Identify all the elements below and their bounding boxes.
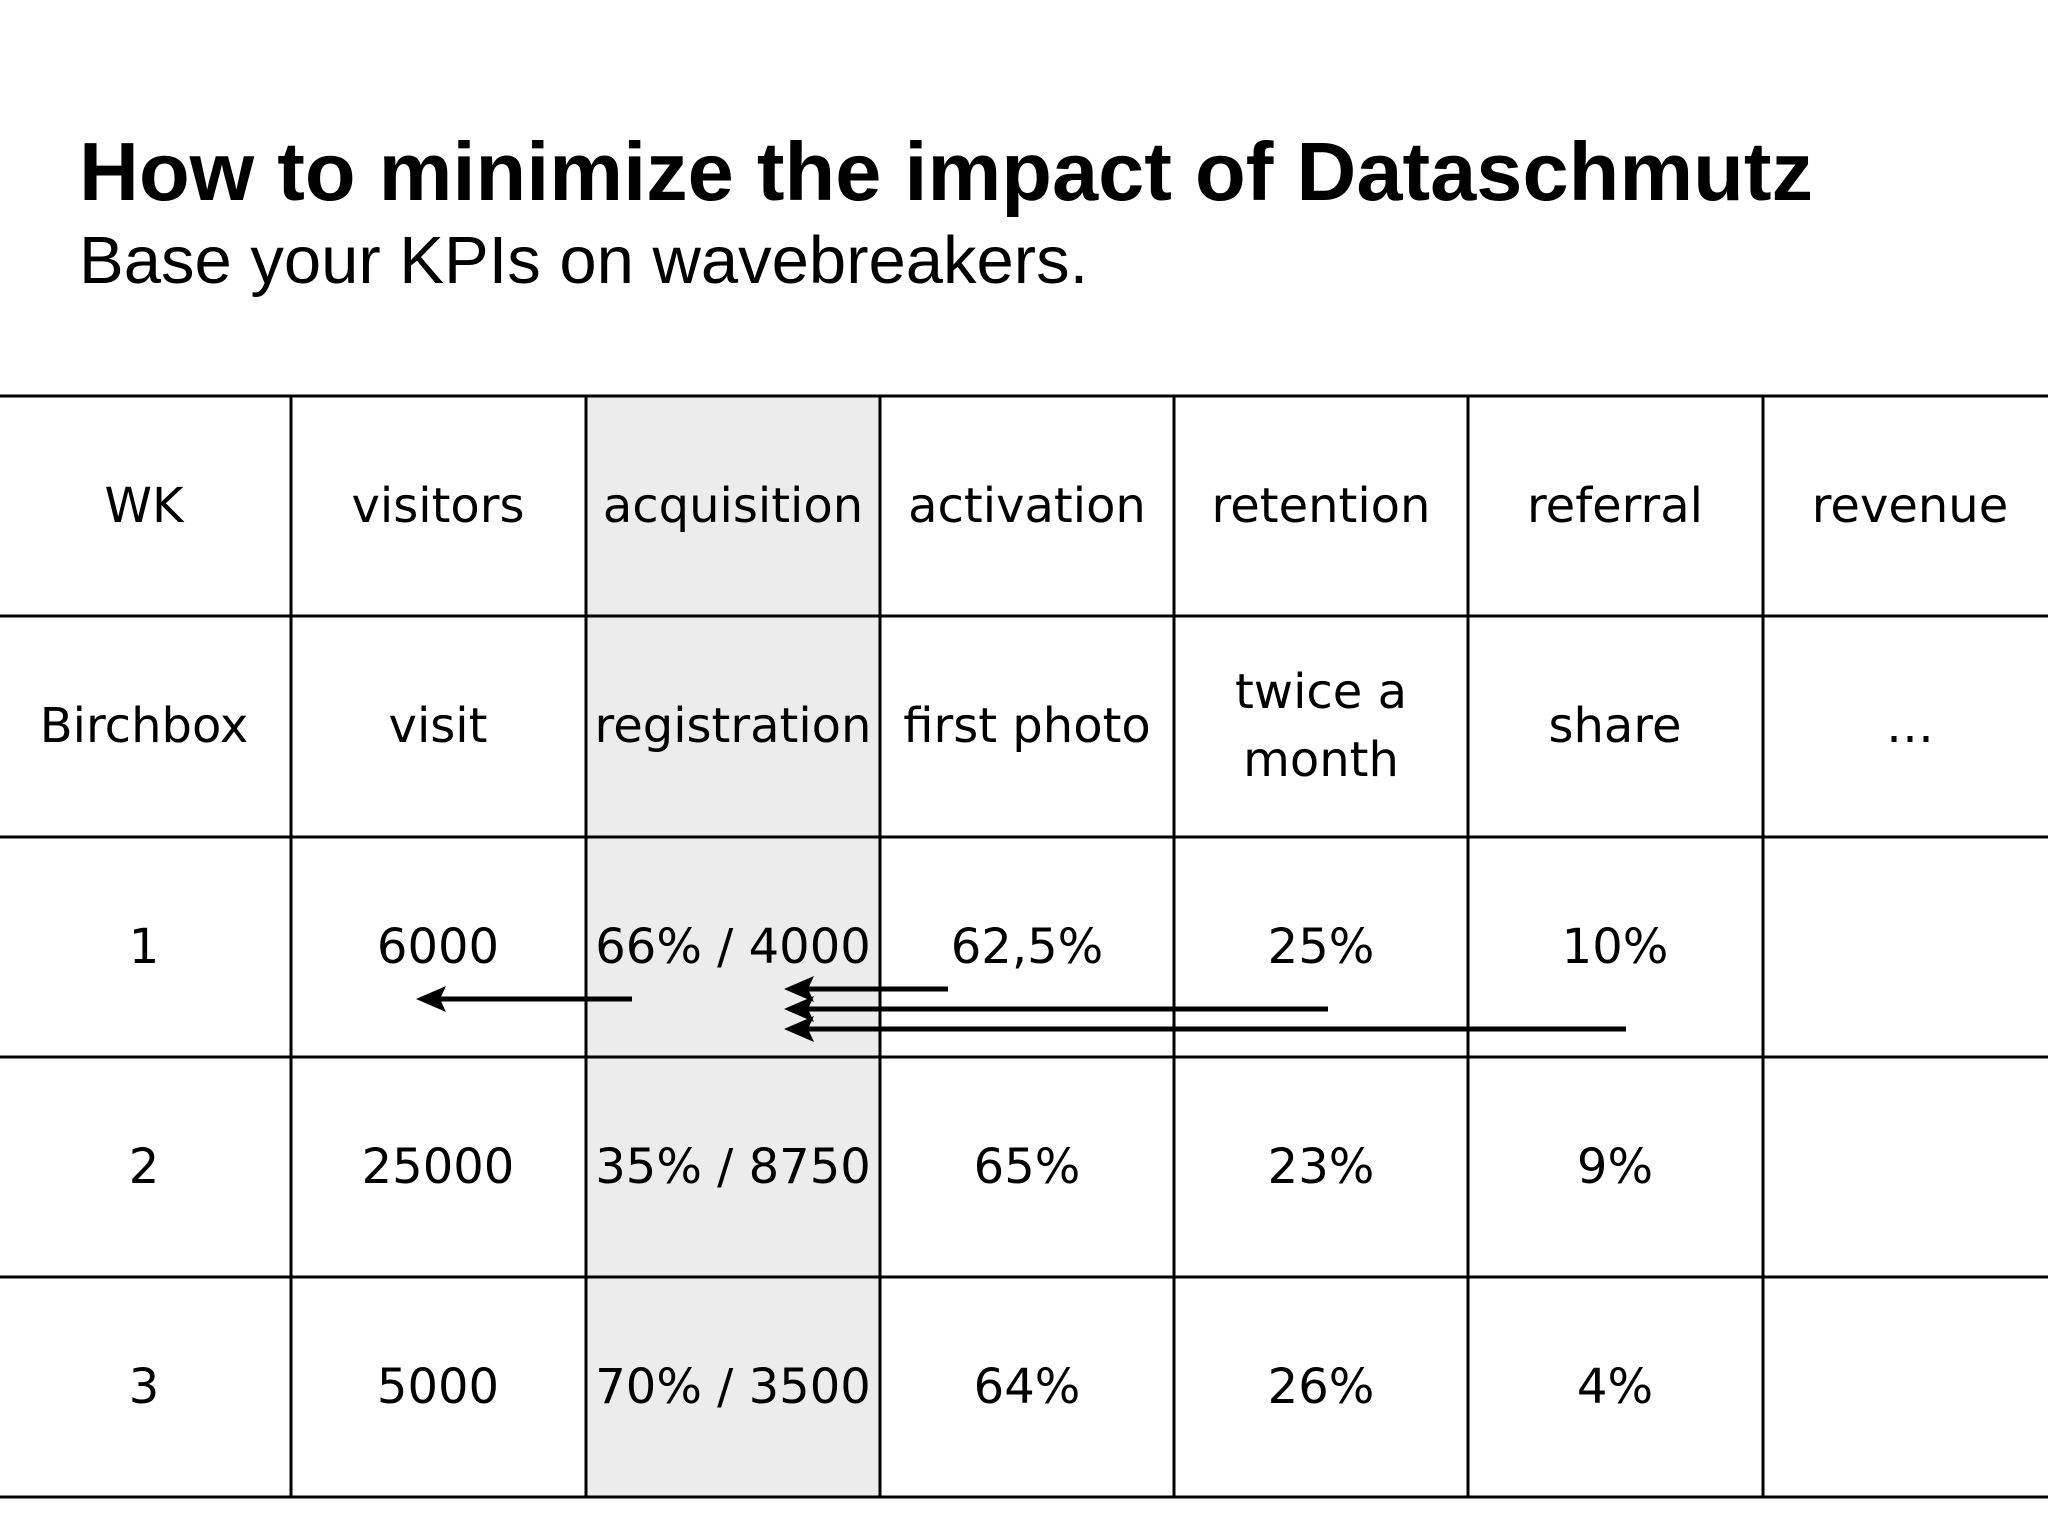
table-cell: 2: [128, 1139, 160, 1195]
page-subtitle: Base your KPIs on wavebreakers.: [79, 223, 1089, 298]
table-cell: Birchbox: [39, 698, 249, 754]
table-cell: twice a month: [1234, 664, 1407, 788]
arrow-retention-to-acquisition: [784, 996, 1328, 1022]
table-cell: 5000: [376, 1359, 500, 1415]
header-cell-wk: WK: [104, 478, 184, 534]
table-cell: 1: [128, 919, 160, 975]
table-cell: share: [1548, 698, 1682, 754]
table-cell: 70% / 3500: [595, 1359, 871, 1415]
table-cell: 25000: [361, 1139, 515, 1195]
page-title: How to minimize the impact of Dataschmut…: [79, 125, 1813, 218]
table-cell: 3: [128, 1359, 160, 1415]
table-cell: 35% / 8750: [595, 1139, 871, 1195]
table-cell: 62,5%: [950, 919, 1104, 975]
table-cell: visit: [388, 698, 488, 754]
table-cell: …: [1886, 698, 1934, 754]
table-cell: first photo: [903, 698, 1151, 754]
table-cell: registration: [594, 698, 872, 754]
header-cell-retention: retention: [1211, 478, 1431, 534]
table-cell: 23%: [1267, 1139, 1375, 1195]
header-cell-visitors: visitors: [351, 478, 525, 534]
table-cell: 10%: [1561, 919, 1669, 975]
header-cell-acquisition: acquisition: [602, 478, 864, 534]
table-cell: 26%: [1267, 1359, 1375, 1415]
table-cell: 6000: [376, 919, 500, 975]
header-cell-activation: activation: [908, 478, 1146, 534]
table-cell: 25%: [1267, 919, 1375, 975]
table-cell: 4%: [1576, 1359, 1654, 1415]
table-cell: 9%: [1576, 1139, 1654, 1195]
header-cell-revenue: revenue: [1811, 478, 2009, 534]
table-cell: 64%: [973, 1359, 1081, 1415]
arrow-referral-to-acquisition: [784, 1016, 1626, 1042]
arrow-acquisition-to-visitors: [416, 986, 632, 1012]
acquisition-column-highlight: [586, 396, 880, 1496]
header-cell-referral: referral: [1526, 478, 1703, 534]
table-cell: 65%: [973, 1139, 1081, 1195]
table-cell: 66% / 4000: [595, 919, 871, 975]
arrow-activation-to-acquisition: [784, 976, 948, 1002]
